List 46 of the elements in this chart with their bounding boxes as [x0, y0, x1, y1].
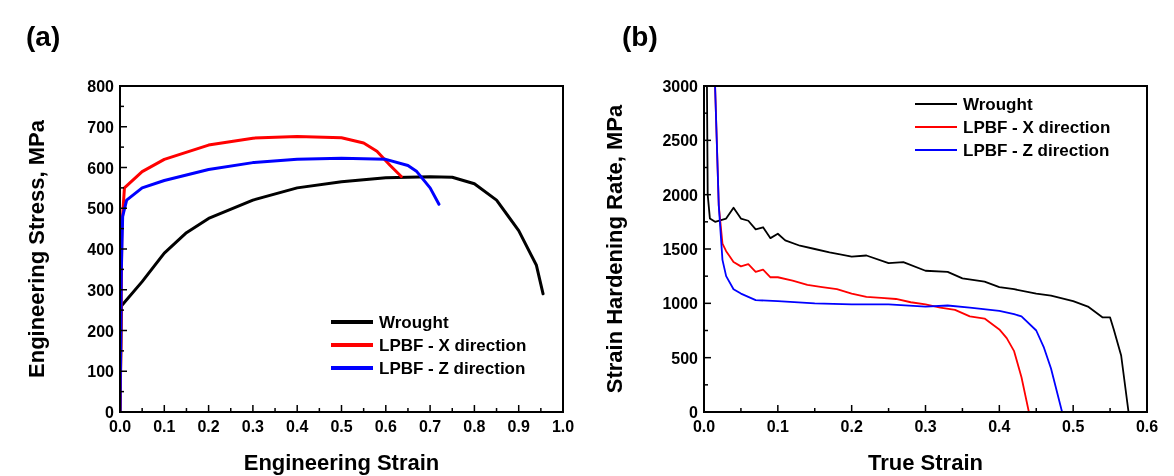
y-axis-title: Engineering Stress, MPa: [24, 119, 49, 378]
legend-label: LPBF - X direction: [963, 118, 1111, 137]
x-axis-title: Engineering Strain: [243, 450, 440, 475]
y-tick-label: 800: [87, 78, 115, 95]
x-tick-label: 0.1: [766, 418, 790, 435]
x-tick-label: 0.3: [914, 418, 937, 435]
legend-label: Wrought: [963, 95, 1033, 114]
x-tick-label: 0.1: [153, 418, 176, 435]
y-tick-label: 300: [87, 281, 115, 299]
x-tick-label: 0.4: [286, 418, 309, 435]
y-tick-label: 0: [689, 404, 699, 421]
chart-title: (a): [26, 21, 61, 52]
x-tick-label: 0.5: [330, 418, 353, 435]
y-tick-label: 600: [87, 159, 115, 177]
y-tick-label: 1000: [662, 295, 699, 313]
y-tick-label: 700: [87, 118, 115, 136]
x-tick-label: 0.6: [374, 418, 398, 435]
legend-label: Wrought: [379, 313, 449, 332]
y-tick-label: 1500: [662, 241, 699, 258]
chart-title: (b): [622, 21, 658, 52]
y-tick-label: 500: [87, 200, 115, 218]
y-tick-label: 3000: [662, 78, 699, 95]
x-axis-title: True Strain: [868, 450, 983, 475]
y-tick-label: 400: [87, 241, 115, 258]
y-tick-label: 200: [87, 322, 115, 340]
y-tick-label: 2500: [662, 132, 699, 150]
x-tick-label: 0.8: [463, 418, 486, 435]
x-tick-label: 0.0: [108, 418, 132, 435]
x-tick-label: 0.3: [241, 418, 265, 435]
y-axis-title: Strain Hardening Rate, MPa: [602, 103, 627, 394]
y-tick-label: 2000: [662, 186, 699, 204]
x-tick-label: 0.0: [692, 418, 716, 435]
x-tick-label: 0.2: [197, 418, 220, 435]
x-tick-label: 1.0: [551, 418, 575, 435]
x-tick-label: 0.7: [418, 418, 442, 435]
y-tick-label: 0: [105, 404, 115, 421]
legend-label: LPBF - X direction: [379, 336, 527, 355]
x-tick-label: 0.5: [1062, 418, 1085, 435]
x-tick-label: 0.9: [507, 418, 530, 435]
x-tick-label: 0.6: [1135, 418, 1159, 435]
y-tick-label: 100: [87, 363, 115, 381]
x-tick-label: 0.2: [840, 418, 863, 435]
x-tick-label: 0.4: [988, 418, 1011, 435]
legend-label: LPBF - Z direction: [963, 141, 1110, 160]
legend-label: LPBF - Z direction: [379, 359, 526, 378]
y-tick-label: 500: [671, 349, 699, 367]
